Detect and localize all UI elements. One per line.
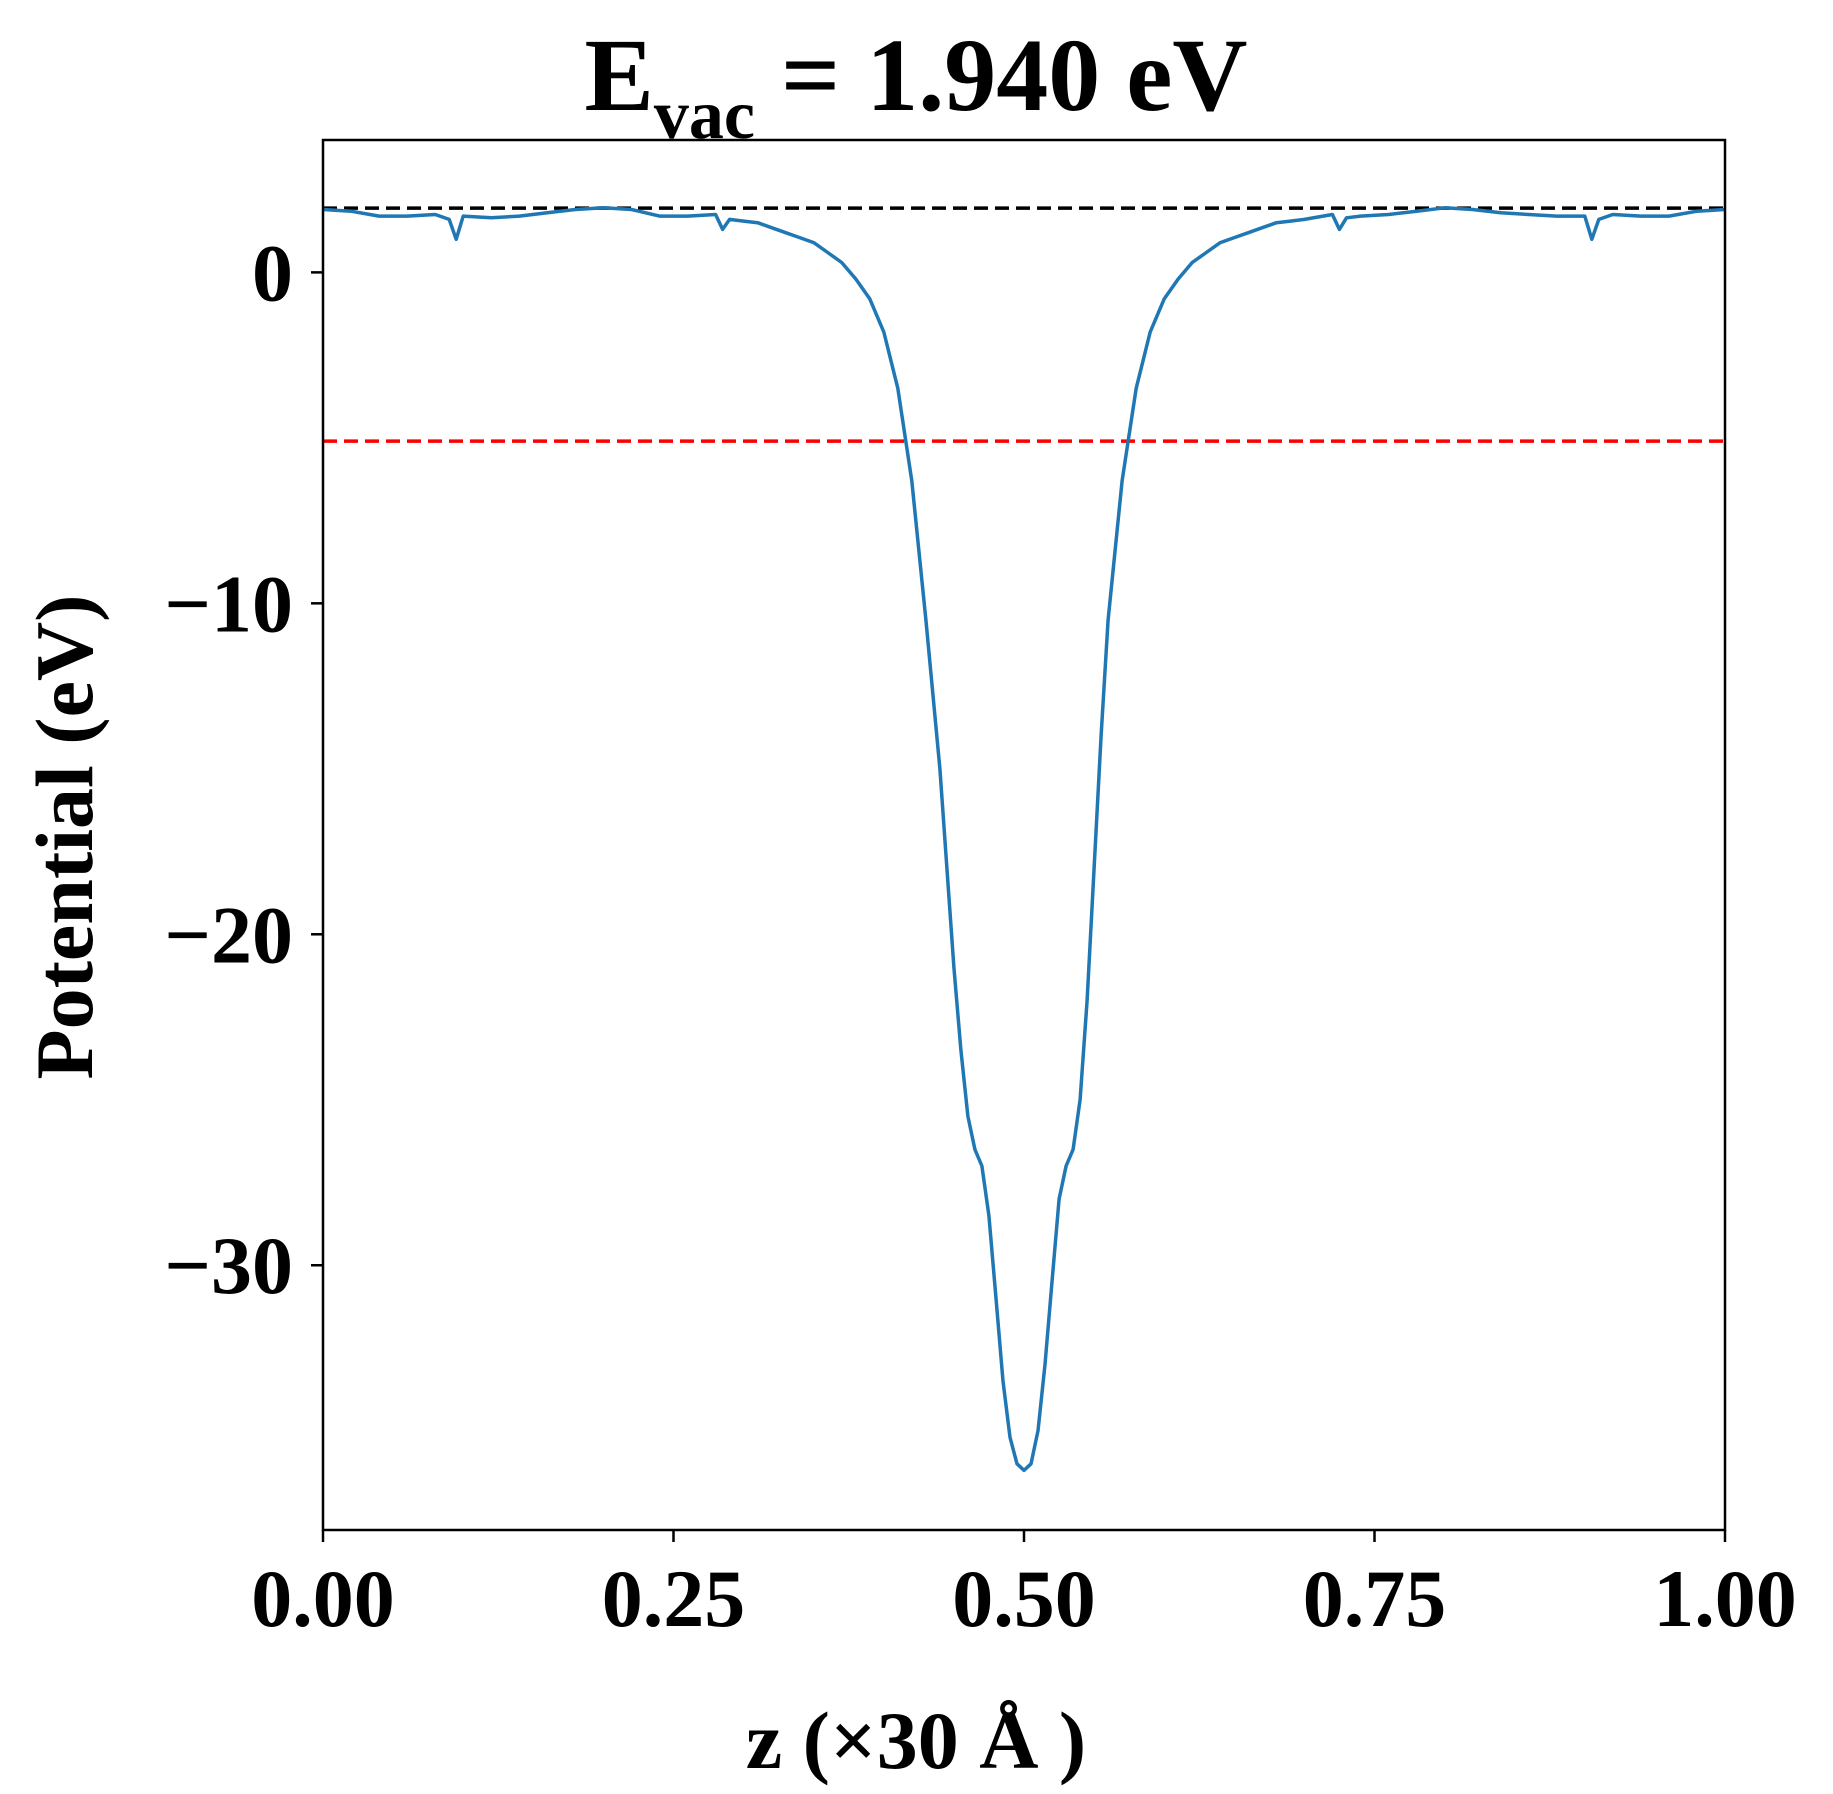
x-tick-label: 0.50 — [952, 1553, 1096, 1644]
chart-title-subscript: vac — [654, 77, 755, 154]
y-tick-label: −20 — [164, 889, 293, 980]
x-tick-label: 0.25 — [602, 1553, 746, 1644]
chart-title-main: E — [585, 18, 654, 133]
x-tick-label: 1.00 — [1653, 1553, 1797, 1644]
x-axis-label: z (×30 Å ) — [746, 1695, 1086, 1786]
x-tick-label: 0.75 — [1303, 1553, 1447, 1644]
y-tick-label: 0 — [252, 227, 293, 318]
plot-area — [322, 206, 1726, 1473]
y-tick-label: −10 — [164, 558, 293, 649]
plot-frame — [321, 138, 1727, 1532]
y-axis-label: Potential (eV) — [19, 595, 110, 1080]
chart-title: Evac = 1.940 eV — [585, 18, 1248, 154]
y-tick-label: −30 — [164, 1220, 293, 1311]
x-tick-label: 0.00 — [251, 1553, 395, 1644]
x-axis-ticks: 0.00 0.25 0.50 0.75 1.00 — [251, 1530, 1797, 1644]
series-line-0 — [322, 206, 1726, 1473]
chart-title-rest: = 1.940 eV — [755, 18, 1248, 133]
y-axis-ticks: 0 −10 −20 −30 — [164, 227, 323, 1311]
